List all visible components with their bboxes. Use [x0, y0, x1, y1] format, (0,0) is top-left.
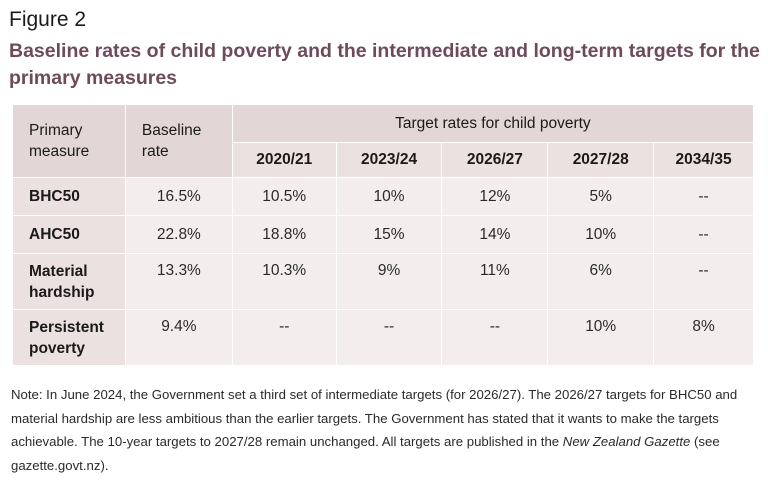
targets-table: Primary measure Baseline rate Target rat… — [12, 104, 755, 366]
row-target: 6% — [547, 253, 655, 310]
table-row: Material hardship 13.3% 10.3% 9% 11% 6% … — [12, 253, 754, 310]
figure-title: Baseline rates of child poverty and the … — [9, 40, 760, 89]
row-target: 8% — [653, 309, 754, 366]
row-measure: Material hardship — [12, 253, 126, 310]
header-row-1: Primary measure Baseline rate Target rat… — [12, 104, 755, 178]
row-baseline: 22.8% — [124, 215, 233, 254]
header-baseline-rate: Baseline rate — [124, 104, 233, 178]
row-target: -- — [335, 309, 443, 366]
header-year: 2023/24 — [335, 142, 443, 178]
header-row-2: 2020/21 2023/24 2026/27 2027/28 2034/35 — [13, 142, 754, 178]
row-target: 9% — [335, 253, 443, 310]
note-text-end: (see gazette.govt.nz). — [11, 434, 720, 473]
row-target: 11% — [441, 253, 549, 310]
row-baseline: 9.4% — [124, 309, 233, 366]
row-target: -- — [231, 309, 337, 366]
row-target: 10% — [547, 309, 655, 366]
row-target: 10% — [335, 177, 443, 216]
row-target: 18.8% — [231, 215, 337, 254]
header-primary-measure: Primary measure — [12, 104, 126, 178]
row-measure: BHC50 — [12, 177, 126, 216]
row-measure: AHC50 — [12, 215, 126, 254]
row-baseline: 16.5% — [124, 177, 233, 216]
row-baseline: 13.3% — [124, 253, 233, 310]
row-target: 10.3% — [231, 253, 337, 310]
row-target: 12% — [441, 177, 549, 216]
table-row: BHC50 16.5% 10.5% 10% 12% 5% -- — [12, 177, 754, 216]
table-row: AHC50 22.8% 18.8% 15% 14% 10% -- — [12, 215, 754, 254]
note: Note: In June 2024, the Government set a… — [11, 383, 761, 477]
row-measure: Persistent poverty — [12, 309, 126, 366]
header-year: 2034/35 — [653, 142, 754, 178]
row-target: -- — [441, 309, 549, 366]
row-target: -- — [653, 215, 754, 254]
row-target: 10% — [547, 215, 655, 254]
row-target: 5% — [547, 177, 655, 216]
row-target: 14% — [441, 215, 549, 254]
header-year: 2026/27 — [441, 142, 549, 178]
header-target-rates: Target rates for child poverty — [231, 104, 755, 143]
row-target: 10.5% — [231, 177, 337, 216]
header-year: 2020/21 — [231, 142, 337, 178]
note-gazette-title: New Zealand Gazette — [562, 434, 691, 449]
figure-label: Figure 2 — [9, 8, 87, 31]
row-target: 15% — [335, 215, 443, 254]
row-target: -- — [653, 253, 754, 310]
table-row: Persistent poverty 9.4% -- -- -- 10% 8% — [12, 309, 754, 366]
header-year: 2027/28 — [547, 142, 655, 178]
note-text: Note: In June 2024, the Government set a… — [11, 387, 738, 449]
row-target: -- — [653, 177, 754, 216]
